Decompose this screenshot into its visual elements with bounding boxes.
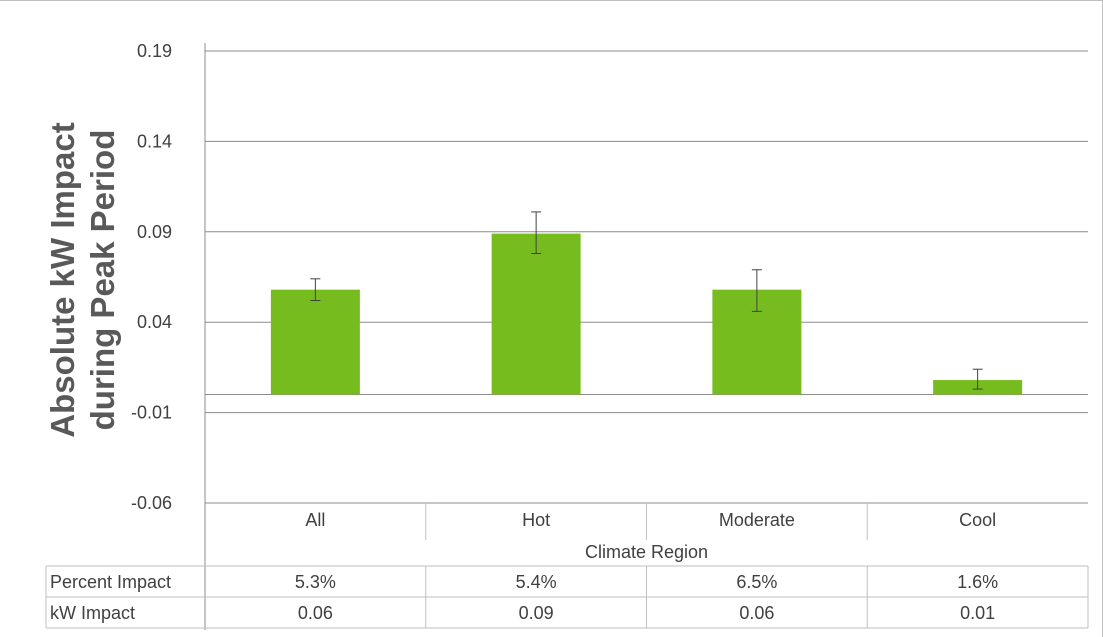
table-cell: 6.5% [736,572,777,592]
table-cell: 1.6% [957,572,998,592]
y-tick-label: -0.06 [131,493,172,513]
table-row-label: kW Impact [50,603,135,623]
bar [491,233,581,395]
category-label: Moderate [719,510,795,530]
table-cell: 0.06 [298,603,333,623]
category-label: Hot [522,510,550,530]
y-tick-label: 0.14 [137,131,172,151]
x-axis-title: Climate Region [585,542,708,562]
table-cell: 0.01 [960,603,995,623]
y-tick-label: 0.09 [137,222,172,242]
table-cell: 0.09 [519,603,554,623]
table-cell: 0.06 [739,603,774,623]
table-cell: 5.3% [295,572,336,592]
table-row-label: Percent Impact [50,572,171,592]
y-tick-label: 0.04 [137,312,172,332]
y-tick-label: 0.19 [137,41,172,61]
category-label: All [305,510,325,530]
table-cell: 5.4% [516,572,557,592]
bar [270,289,360,395]
y-tick-label: -0.01 [131,403,172,423]
category-label: Cool [959,510,996,530]
